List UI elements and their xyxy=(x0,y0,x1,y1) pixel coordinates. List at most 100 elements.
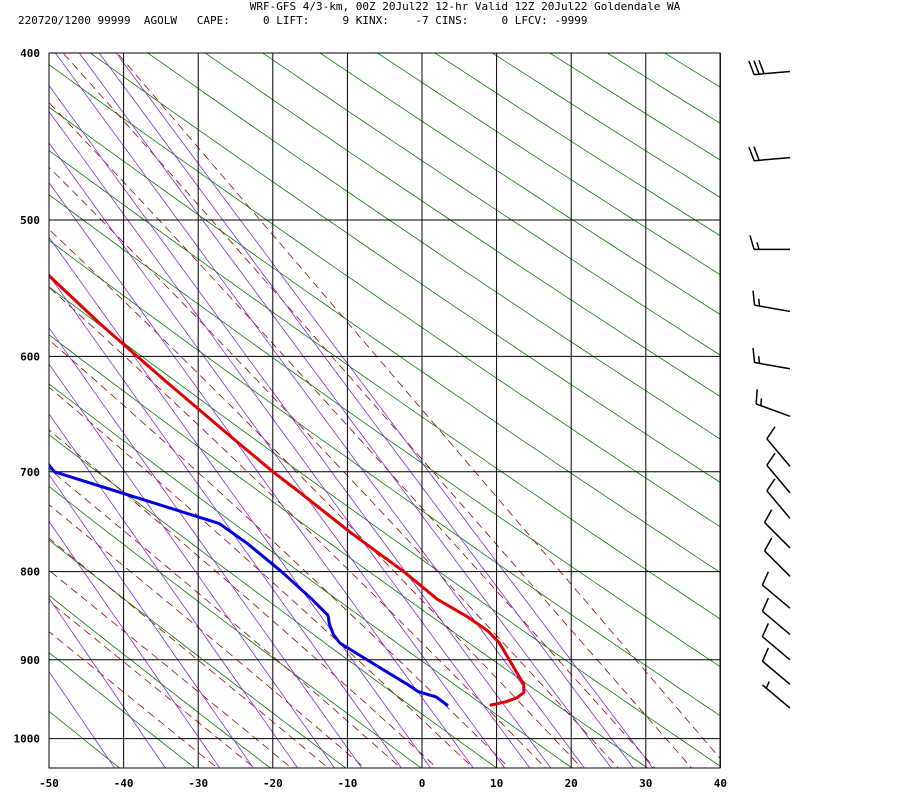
dry-adiabat-line xyxy=(49,149,720,620)
dry-adiabat-line xyxy=(660,15,900,783)
sounding-profiles xyxy=(49,273,526,707)
dry-adiabat-line xyxy=(147,53,720,440)
wind-barb-feather xyxy=(766,426,776,440)
mixing-ratio-line xyxy=(49,236,432,768)
wind-barbs xyxy=(748,59,791,709)
mixing-ratio-line xyxy=(49,274,402,768)
dry-adiabat-line xyxy=(204,53,720,397)
wind-barb-staff xyxy=(764,550,791,577)
dry-adiabat-line xyxy=(49,651,196,768)
mixing-ratio-line xyxy=(49,142,506,768)
wind-barb xyxy=(761,571,791,609)
wind-barb-feather xyxy=(752,347,756,363)
dry-adiabat-line xyxy=(319,53,720,315)
dewpoint-profile-line xyxy=(49,462,449,707)
dry-adiabat-line xyxy=(49,194,720,668)
wind-barb-staff xyxy=(754,156,791,162)
wind-barb-feather xyxy=(761,571,770,586)
wind-barb-feather xyxy=(763,509,773,523)
dry-adiabat-line xyxy=(49,594,271,768)
wind-barb-staff xyxy=(766,438,791,467)
dry-adiabat-line xyxy=(49,106,720,573)
wind-barb xyxy=(749,235,790,251)
x-tick-label: -40 xyxy=(114,777,134,790)
wind-barb-staff xyxy=(766,464,791,494)
dry-adiabat-line xyxy=(49,486,422,768)
wind-barb xyxy=(761,623,791,661)
wind-barb-half-feather xyxy=(765,681,770,689)
wind-barb-staff xyxy=(761,584,791,609)
dry-adiabat-line xyxy=(49,383,573,768)
moist-adiabat-line xyxy=(49,468,402,768)
x-tick-label: 20 xyxy=(565,777,578,790)
dry-adiabat-line xyxy=(376,53,720,275)
wind-barb-feather xyxy=(755,389,758,405)
wind-barb-feather xyxy=(749,235,755,250)
mixing-ratio-line xyxy=(49,181,474,768)
wind-barb xyxy=(766,426,791,467)
wind-barb-feather xyxy=(761,623,770,637)
mixing-ratio-line xyxy=(49,520,221,768)
chart-grid xyxy=(48,52,721,768)
dry-adiabat-line xyxy=(49,239,720,717)
wind-barb-staff xyxy=(764,521,791,549)
wind-barb-half-feather xyxy=(756,242,760,250)
moist-adiabat-line xyxy=(49,504,366,768)
wind-barb xyxy=(766,478,791,519)
moist-adiabat-line xyxy=(49,228,583,768)
dry-adiabat-line xyxy=(49,64,720,528)
wind-barb-half-feather xyxy=(760,398,763,406)
wind-barb xyxy=(763,537,791,577)
moist-adiabat-line xyxy=(49,631,219,768)
x-tick-label: 40 xyxy=(714,777,727,790)
plot-border xyxy=(48,52,721,769)
wind-barb xyxy=(752,347,791,370)
wind-barb-staff xyxy=(761,636,791,661)
moist-adiabat-line xyxy=(49,101,656,768)
moist-adiabat-line xyxy=(116,53,720,759)
wind-barb-feather xyxy=(761,597,770,612)
dry-adiabat-line xyxy=(49,539,347,768)
x-tick-label: 30 xyxy=(639,777,652,790)
moist-adiabat-line xyxy=(49,339,510,768)
mixing-ratio-line xyxy=(115,53,654,768)
y-tick-label: 700 xyxy=(20,466,40,479)
wind-barb xyxy=(761,681,791,709)
mixing-ratio-line xyxy=(49,474,254,768)
dry-adiabat-line xyxy=(434,53,720,236)
x-tick-label: 10 xyxy=(490,777,503,790)
dry-adiabat-line xyxy=(49,334,649,768)
mixing-ratio-line xyxy=(49,363,336,768)
wind-barb-feather xyxy=(763,537,773,552)
wind-barb-feather xyxy=(761,647,770,662)
y-tick-label: 1000 xyxy=(14,733,41,746)
wind-barb xyxy=(761,597,791,636)
wind-barb-staff xyxy=(754,304,791,313)
x-tick-label: -50 xyxy=(39,777,59,790)
wind-barb-feather xyxy=(753,146,760,161)
chart-title: WRF-GFS 4/3-km, 00Z 20Jul22 12-hr Valid … xyxy=(249,0,681,13)
mixing-ratio-line xyxy=(49,110,531,768)
mixing-ratio-line xyxy=(49,327,363,768)
dry-adiabat-line xyxy=(89,53,720,483)
wind-barb-feather xyxy=(758,59,765,75)
chart-background-lines xyxy=(49,15,900,783)
wind-barb-staff xyxy=(761,660,791,685)
plot-frame xyxy=(48,52,721,769)
moist-adiabat-line xyxy=(49,166,619,768)
wind-barb-staff xyxy=(761,684,791,709)
mixing-ratio-line xyxy=(78,53,612,768)
y-tick-label: 800 xyxy=(20,566,40,579)
wind-barb xyxy=(761,647,791,685)
wind-barb-feather xyxy=(753,60,760,75)
moist-adiabat-line xyxy=(49,600,256,768)
y-tick-label: 500 xyxy=(20,214,40,227)
dry-adiabat-line xyxy=(49,286,720,767)
wind-barb-feather xyxy=(748,146,755,161)
wind-barb-staff xyxy=(754,361,791,370)
moist-adiabat-line xyxy=(49,386,474,768)
wind-barb xyxy=(752,290,791,313)
wind-barb xyxy=(766,452,791,494)
mixing-ratio-line xyxy=(49,84,552,768)
